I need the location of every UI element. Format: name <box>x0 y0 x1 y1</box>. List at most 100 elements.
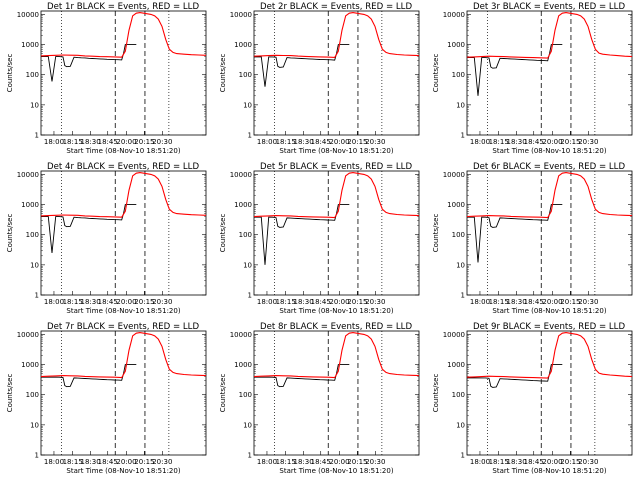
x-tick-label: 18:00 <box>470 458 490 466</box>
y-tick-label: 1000 <box>447 201 465 209</box>
y-tick-label: 10000 <box>17 171 39 179</box>
x-axis-label: Start Time (08-Nov-10 18:51:20) <box>66 467 180 475</box>
x-tick-label: 18:45 <box>98 458 118 466</box>
x-tick-label: 18:15 <box>63 458 83 466</box>
y-tick-label: 1 <box>461 292 465 300</box>
y-tick-label: 1000 <box>234 201 252 209</box>
chart-title: Det 9r BLACK = Events, RED = LLD <box>473 322 625 332</box>
x-tick-label: 18:15 <box>276 458 296 466</box>
x-axis-label: Start Time (08-Nov-10 18:51:20) <box>66 147 180 155</box>
y-tick-label: 10000 <box>17 11 39 19</box>
chart-svg: Det 8r BLACK = Events, RED = LLD 1 10 100 10… <box>219 322 420 475</box>
x-tick-label: 18:45 <box>311 298 331 306</box>
chart-panel: Det 8r BLACK = Events, RED = LLD 1 10 100 10… <box>213 320 426 480</box>
events-series-line <box>254 364 350 388</box>
x-tick-label: 18:30 <box>507 298 527 306</box>
y-tick-label: 10 <box>243 421 252 429</box>
plot-frame <box>253 10 420 136</box>
x-tick-label: 20:00 <box>542 458 562 466</box>
chart-svg: Det 9r BLACK = Events, RED = LLD 1 10 100 10… <box>432 322 633 475</box>
events-series-line <box>467 44 563 96</box>
chart-title: Det 4r BLACK = Events, RED = LLD <box>47 162 199 172</box>
lld-series-line <box>40 332 207 379</box>
x-tick-label: 18:30 <box>294 138 314 146</box>
x-axis-label: Start Time (08-Nov-10 18:51:20) <box>492 307 606 315</box>
x-axis-label: Start Time (08-Nov-10 18:51:20) <box>66 307 180 315</box>
events-series-line <box>41 364 137 388</box>
chart-svg: Det 6r BLACK = Events, RED = LLD 1 10 100 10… <box>432 162 633 315</box>
y-tick-label: 10 <box>30 101 39 109</box>
y-axis-label: Counts/sec <box>219 214 227 253</box>
x-tick-label: 20:15 <box>560 138 580 146</box>
chart-svg: Det 1r BLACK = Events, RED = LLD 1 10 100 10… <box>6 2 207 155</box>
x-tick-label: 20:00 <box>116 298 136 306</box>
x-tick-label: 18:15 <box>276 138 296 146</box>
x-tick-label: 18:30 <box>81 138 101 146</box>
y-tick-label: 1000 <box>21 41 39 49</box>
events-series-line <box>254 44 350 87</box>
chart-title: Det 8r BLACK = Events, RED = LLD <box>260 322 412 332</box>
x-tick-label: 18:45 <box>311 138 331 146</box>
y-tick-label: 100 <box>239 231 252 239</box>
y-axis-label: Counts/sec <box>6 374 14 413</box>
x-tick-label: 18:15 <box>276 298 296 306</box>
y-tick-label: 100 <box>239 71 252 79</box>
chart-title: Det 7r BLACK = Events, RED = LLD <box>47 322 199 332</box>
x-tick-label: 20:00 <box>329 298 349 306</box>
plot-frame <box>466 170 633 296</box>
plot-frame <box>253 170 420 296</box>
y-tick-label: 1 <box>461 132 465 140</box>
lld-series-line <box>253 12 420 58</box>
y-tick-label: 1000 <box>447 361 465 369</box>
y-tick-label: 1 <box>461 452 465 460</box>
chart-svg: Det 5r BLACK = Events, RED = LLD 1 10 100 10… <box>219 162 420 315</box>
chart-svg: Det 4r BLACK = Events, RED = LLD 1 10 100 10… <box>6 162 207 315</box>
x-tick-label: 20:00 <box>116 138 136 146</box>
x-tick-label: 18:00 <box>257 458 277 466</box>
y-tick-label: 100 <box>452 231 465 239</box>
chart-title: Det 5r BLACK = Events, RED = LLD <box>260 162 412 172</box>
y-axis-label: Counts/sec <box>432 214 440 253</box>
x-tick-label: 18:30 <box>294 458 314 466</box>
y-tick-label: 100 <box>452 391 465 399</box>
chart-title: Det 3r BLACK = Events, RED = LLD <box>473 2 625 12</box>
chart-svg: Det 2r BLACK = Events, RED = LLD 1 10 100 10… <box>219 2 420 155</box>
y-tick-label: 1000 <box>234 41 252 49</box>
events-series-line <box>467 364 563 388</box>
plot-frame <box>253 330 420 456</box>
chart-title: Det 1r BLACK = Events, RED = LLD <box>47 2 199 12</box>
y-tick-label: 10 <box>243 261 252 269</box>
x-tick-label: 20:00 <box>329 138 349 146</box>
lld-series-line <box>466 332 633 379</box>
x-tick-label: 18:00 <box>470 138 490 146</box>
y-tick-label: 10000 <box>230 11 252 19</box>
chart-panel: Det 9r BLACK = Events, RED = LLD 1 10 100 10… <box>426 320 639 480</box>
x-tick-label: 20:15 <box>560 458 580 466</box>
x-tick-label: 18:00 <box>44 298 64 306</box>
x-tick-label: 20:00 <box>329 458 349 466</box>
x-tick-label: 20:15 <box>560 298 580 306</box>
x-tick-label: 18:30 <box>81 458 101 466</box>
y-tick-label: 1 <box>35 292 39 300</box>
y-tick-label: 1 <box>35 452 39 460</box>
events-series-line <box>41 44 137 82</box>
plot-frame <box>40 10 207 136</box>
x-tick-label: 18:45 <box>98 298 118 306</box>
x-tick-label: 18:00 <box>44 138 64 146</box>
lld-series-line <box>253 172 420 219</box>
x-tick-label: 20:30 <box>578 458 598 466</box>
y-tick-label: 10 <box>30 421 39 429</box>
y-tick-label: 1000 <box>234 361 252 369</box>
y-tick-label: 10 <box>456 101 465 109</box>
y-tick-label: 10 <box>456 421 465 429</box>
y-tick-label: 1000 <box>21 201 39 209</box>
y-tick-label: 10000 <box>17 331 39 339</box>
x-tick-label: 18:00 <box>44 458 64 466</box>
x-tick-label: 18:45 <box>524 298 544 306</box>
lld-series-line <box>40 172 207 218</box>
y-tick-label: 10000 <box>443 11 465 19</box>
plot-frame <box>466 10 633 136</box>
chart-panel: Det 7r BLACK = Events, RED = LLD 1 10 100 10… <box>0 320 213 480</box>
events-series-line <box>41 204 137 253</box>
